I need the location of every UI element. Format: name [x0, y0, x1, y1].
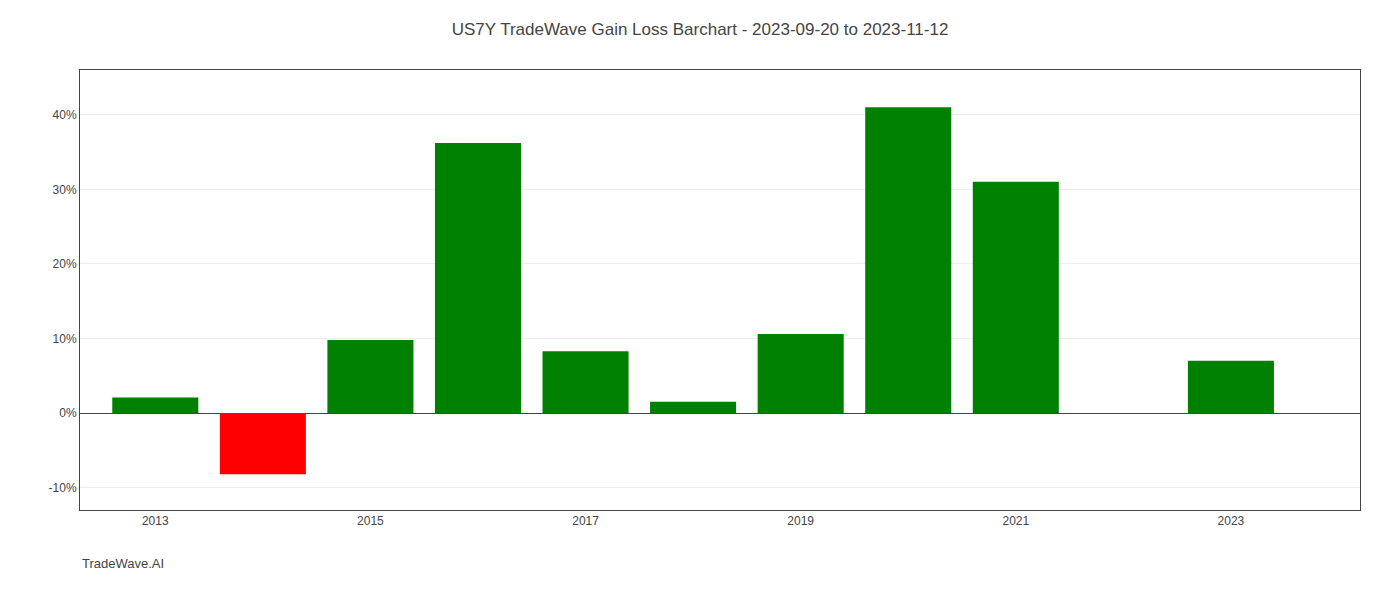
svg-text:0%: 0% — [59, 406, 77, 420]
svg-text:2019: 2019 — [787, 514, 814, 528]
svg-text:2017: 2017 — [572, 514, 599, 528]
svg-text:2013: 2013 — [142, 514, 169, 528]
svg-text:TradeWave.AI: TradeWave.AI — [82, 556, 164, 571]
svg-text:20%: 20% — [53, 257, 77, 271]
svg-text:-10%: -10% — [49, 481, 77, 495]
svg-text:40%: 40% — [53, 108, 77, 122]
svg-text:2023: 2023 — [1218, 514, 1245, 528]
svg-text:2015: 2015 — [357, 514, 384, 528]
svg-text:30%: 30% — [53, 183, 77, 197]
svg-text:US7Y TradeWave Gain Loss Barch: US7Y TradeWave Gain Loss Barchart - 2023… — [452, 20, 949, 39]
svg-text:10%: 10% — [53, 332, 77, 346]
svg-text:2021: 2021 — [1002, 514, 1029, 528]
